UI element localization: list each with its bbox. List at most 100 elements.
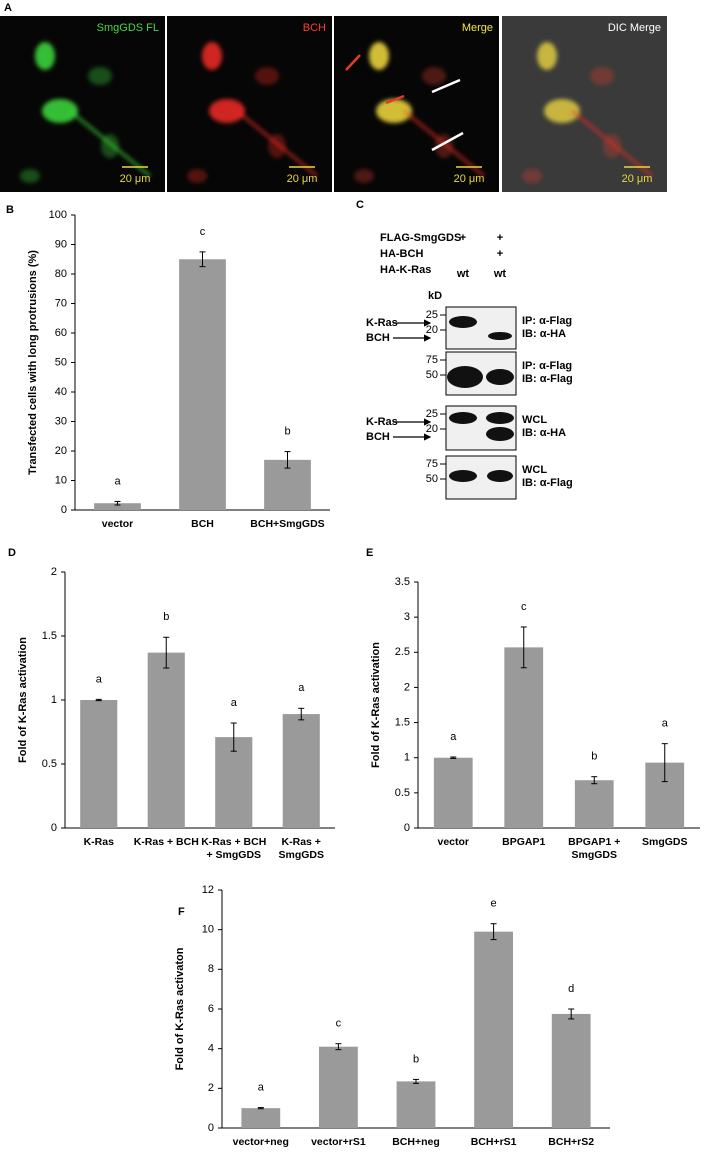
kd-marker: 25: [426, 309, 438, 321]
bar: [504, 647, 544, 828]
significance-letter: a: [662, 718, 669, 730]
kd-marker: 50: [426, 369, 438, 381]
x-tick-label: vector+neg: [232, 1136, 289, 1148]
blot-label: IP: α-Flag: [522, 315, 572, 327]
y-tick-label: 2: [51, 566, 57, 578]
protrusion: [69, 109, 151, 178]
y-tick-label: 100: [49, 209, 67, 221]
image-label: BCH: [303, 22, 326, 34]
blot-label: IB: α-Flag: [522, 477, 573, 489]
blot-label: WCL: [522, 464, 547, 476]
band-label: BCH: [366, 431, 390, 443]
bar: [282, 714, 320, 828]
kd-marker: 75: [426, 458, 438, 470]
panel-label: A: [4, 2, 12, 14]
band: [486, 412, 514, 424]
x-tick-label: SmgGDS: [641, 836, 688, 848]
panel-label: F: [178, 906, 185, 918]
scale-bar-label: 20 μm: [120, 173, 151, 185]
significance-letter: c: [200, 226, 206, 238]
blot-label: IB: α-HA: [522, 427, 566, 439]
cell: [369, 42, 389, 70]
y-axis-label: Fold of K-Ras activation: [370, 642, 382, 768]
treatment-mark: +: [497, 232, 503, 244]
x-tick-label: vector: [437, 836, 469, 848]
blot-strip: [445, 306, 517, 350]
y-tick-label: 10: [202, 924, 214, 936]
error-bar: [95, 698, 102, 702]
x-label-box: BPGAP1: [502, 836, 545, 848]
error-bar: [413, 1078, 419, 1084]
bar: [574, 780, 614, 828]
x-label-box: K-Ras + BCH: [134, 836, 199, 848]
error-bar: [284, 451, 291, 469]
significance-letter: c: [336, 1018, 342, 1030]
x-label-box: BCH+rS2: [548, 1136, 594, 1148]
y-tick-label: 1: [404, 752, 410, 764]
blot-label: IB: α-HA: [522, 328, 566, 340]
cell: [20, 169, 40, 183]
bar: [179, 259, 226, 510]
y-tick-label: 1.5: [395, 716, 410, 728]
protrusion: [236, 109, 318, 178]
bar: [147, 652, 185, 828]
cell: [255, 67, 279, 85]
treatment-mark: +: [497, 248, 503, 260]
kd-marker: 75: [426, 354, 438, 366]
panel-label: C: [356, 199, 364, 211]
x-label-box: K-Ras: [83, 836, 114, 848]
y-tick-label: 3: [404, 611, 410, 623]
x-tick-label: BCH+neg: [392, 1136, 440, 1148]
y-tick-label: 0.5: [42, 758, 57, 770]
significance-letter: b: [163, 611, 169, 623]
significance-letter: b: [413, 1053, 419, 1065]
y-tick-label: 2: [208, 1082, 214, 1094]
blot-label: IB: α-Flag: [522, 373, 573, 385]
error-bar: [114, 500, 121, 506]
kd-label: kD: [428, 290, 442, 302]
x-label-box: BCH+SmgGDS: [250, 518, 324, 530]
y-tick-label: 20: [55, 445, 67, 457]
x-tick-label: K-Ras: [83, 836, 114, 848]
x-label-box: BPGAP1 + SmgGDS: [568, 836, 621, 861]
significance-letter: b: [591, 751, 597, 763]
image-label: SmgGDS FL: [97, 22, 159, 34]
kd-marker: 50: [426, 473, 438, 485]
error-bar: [568, 1008, 575, 1020]
y-tick-label: 1.5: [42, 630, 57, 642]
error-bar: [163, 636, 170, 669]
error-bar: [257, 1107, 264, 1110]
treatment-mark: wt: [493, 268, 507, 280]
y-tick-label: 0: [61, 504, 67, 516]
bar: [474, 931, 513, 1128]
bar: [433, 757, 473, 828]
x-label-box: BCH: [191, 518, 214, 530]
error-bar: [661, 743, 668, 783]
y-tick-label: 60: [55, 327, 67, 339]
kd-marker: 25: [426, 408, 438, 420]
band: [449, 412, 477, 424]
y-tick-label: 0: [51, 822, 57, 834]
error-bar: [199, 251, 206, 268]
cells: [187, 42, 318, 183]
error-bar: [450, 756, 457, 759]
y-tick-label: 0: [208, 1122, 214, 1134]
x-tick-label: K-Ras + BCH + SmgGDS: [201, 836, 267, 861]
y-tick-label: 4: [208, 1043, 214, 1055]
y-tick-label: 10: [55, 474, 67, 486]
image-label: Merge: [462, 22, 493, 34]
treatment-label: FLAG-SmgGDS: [380, 232, 461, 244]
image-label: DIC Merge: [608, 22, 661, 34]
x-label-box: BCH+rS1: [471, 1136, 517, 1148]
y-axis-label: Transfected cells with long protrusions …: [27, 250, 39, 475]
significance-letter: e: [491, 898, 497, 910]
band: [449, 316, 477, 328]
band-label: K-Ras: [366, 416, 398, 428]
panel-label: D: [8, 547, 16, 559]
y-tick-label: 2.5: [395, 646, 410, 658]
y-tick-label: 70: [55, 297, 67, 309]
x-tick-label: BPGAP1 + SmgGDS: [568, 836, 621, 861]
bar: [551, 1013, 591, 1128]
